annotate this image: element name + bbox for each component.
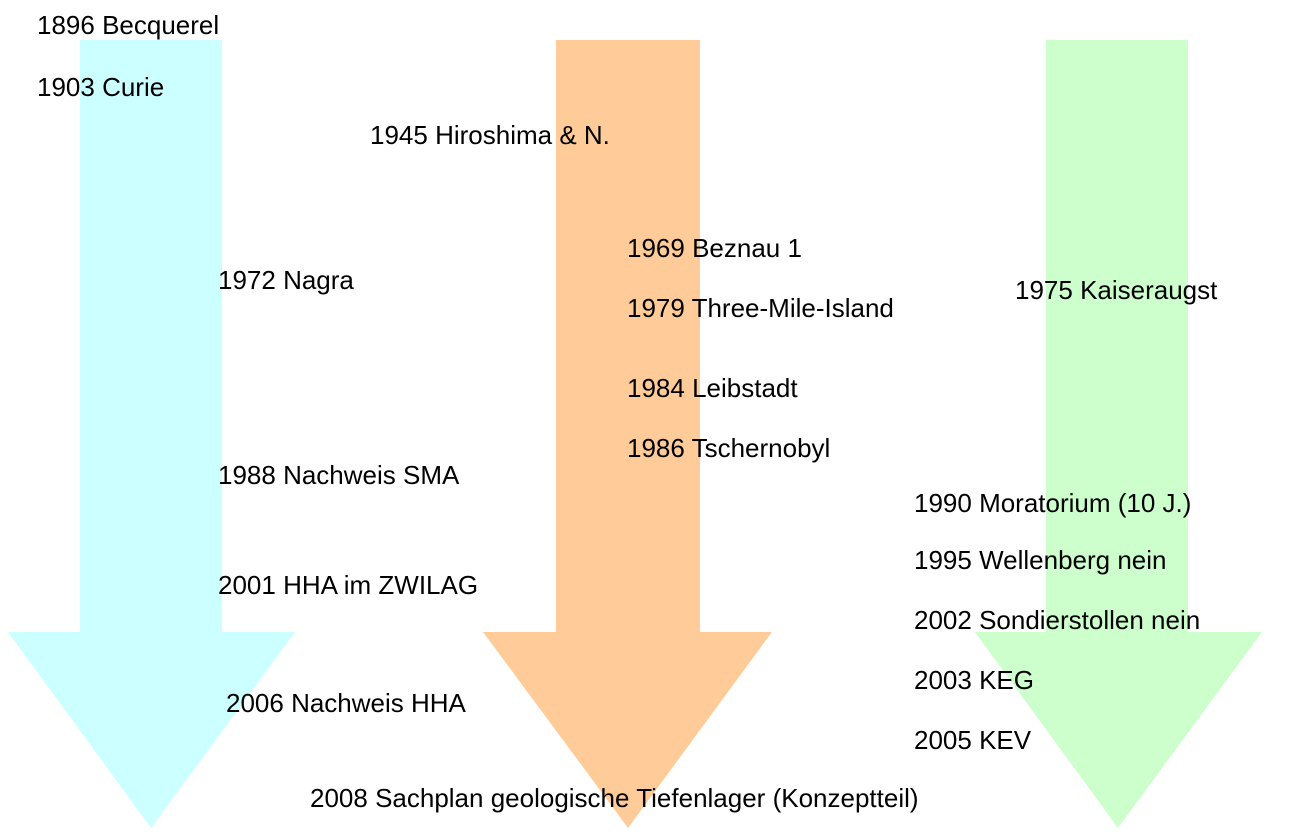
event-label: 1988 Nachweis SMA [218, 460, 460, 490]
labels: 1896 Becquerel 1903 Curie 1945 Hiroshima &… [37, 10, 1218, 813]
arrow-green [975, 40, 1262, 828]
event-label: 1990 Moratorium (10 J.) [914, 488, 1191, 518]
event-label: 1975 Kaiseraugst [1015, 275, 1218, 305]
event-label: 1984 Leibstadt [627, 373, 798, 403]
event-label: 2003 KEG [914, 665, 1034, 695]
event-label: 2002 Sondierstollen nein [914, 605, 1200, 635]
event-label: 1903 Curie [37, 72, 164, 102]
event-label: 1945 Hiroshima & N. [370, 120, 610, 150]
event-label: 2008 Sachplan geologische Tiefenlager (K… [310, 783, 919, 813]
event-label: 1995 Wellenberg nein [914, 545, 1166, 575]
event-label: 2001 HHA im ZWILAG [218, 570, 478, 600]
event-label: 1986 Tschernobyl [627, 433, 830, 463]
event-label: 1896 Becquerel [37, 10, 219, 40]
arrow-orange [483, 40, 772, 828]
event-label: 2005 KEV [914, 725, 1032, 755]
arrow-cyan [8, 40, 295, 828]
event-label: 1972 Nagra [218, 265, 354, 295]
event-label: 1969 Beznau 1 [627, 233, 802, 263]
event-label: 1979 Three-Mile-Island [627, 293, 894, 323]
event-label: 2006 Nachweis HHA [226, 688, 467, 718]
